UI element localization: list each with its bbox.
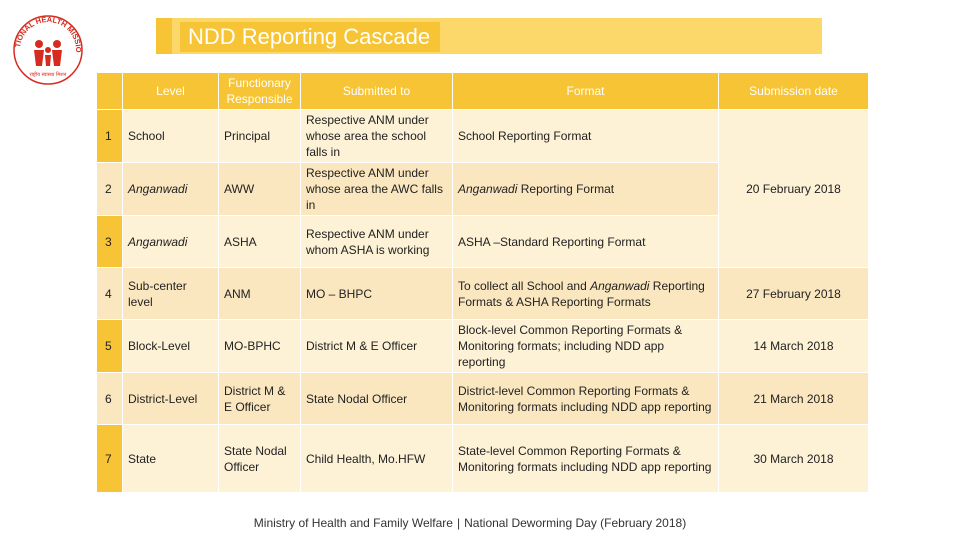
row-submitted-to: Child Health, Mo.HFW xyxy=(300,424,453,493)
row-level: Block-Level xyxy=(122,319,219,373)
row-format: Block-level Common Reporting Formats & M… xyxy=(452,319,719,373)
row-format: District-level Common Reporting Formats … xyxy=(452,372,719,425)
title-accent xyxy=(156,18,172,54)
row-submitted-to: Respective ANM under whose area the scho… xyxy=(300,109,453,163)
row-submitted-to: State Nodal Officer xyxy=(300,372,453,425)
row-functionary: ASHA xyxy=(218,215,301,268)
table-row: 3 Anganwadi ASHA Respective ANM under wh… xyxy=(96,215,869,268)
header-submitted-to: Submitted to xyxy=(300,72,453,110)
page-title: NDD Reporting Cascade xyxy=(180,22,441,52)
row-date-merged: 20 February 2018 xyxy=(718,109,869,268)
logo-subtext: राष्ट्रीय स्वास्थ्य मिशन xyxy=(30,71,67,78)
row-level: State xyxy=(122,424,219,493)
row-num: 1 xyxy=(96,109,123,163)
row-format: School Reporting Format xyxy=(452,109,719,163)
row-num: 6 xyxy=(96,372,123,425)
row-date: 21 March 2018 xyxy=(718,372,869,425)
row-functionary: District M & E Officer xyxy=(218,372,301,425)
row-level: Anganwadi xyxy=(122,162,219,216)
table-row: 1 School Principal Respective ANM under … xyxy=(96,109,869,268)
row-functionary: State Nodal Officer xyxy=(218,424,301,493)
row-functionary: ANM xyxy=(218,267,301,320)
table-header-row: Level Functionary Responsible Submitted … xyxy=(96,72,869,110)
row-level: Sub-center level xyxy=(122,267,219,320)
row-level: District-Level xyxy=(122,372,219,425)
row-num: 5 xyxy=(96,319,123,373)
row-format: State-level Common Reporting Formats & M… xyxy=(452,424,719,493)
row-submitted-to: MO – BHPC xyxy=(300,267,453,320)
row-functionary: AWW xyxy=(218,162,301,216)
footer-event: National Deworming Day (February 2018) xyxy=(464,516,687,530)
row-num: 2 xyxy=(96,162,123,216)
footer-ministry: Ministry of Health and Family Welfare xyxy=(253,516,453,530)
header-num xyxy=(96,72,123,110)
row-num: 3 xyxy=(96,215,123,268)
row-num: 7 xyxy=(96,424,123,493)
row-submitted-to: Respective ANM under whose area the AWC … xyxy=(300,162,453,216)
svg-text:NATIONAL HEALTH MISSION: NATIONAL HEALTH MISSION xyxy=(8,10,83,53)
row-functionary: MO-BPHC xyxy=(218,319,301,373)
row-level: School xyxy=(122,109,219,163)
footer: Ministry of Health and Family Welfare | Na… xyxy=(0,516,940,530)
header-level: Level xyxy=(122,72,219,110)
reporting-cascade-table: Level Functionary Responsible Submitted … xyxy=(96,72,869,493)
header-format: Format xyxy=(452,72,719,110)
table-row: 6 District-Level District M & E Officer … xyxy=(96,372,869,425)
row-date: 14 March 2018 xyxy=(718,319,869,373)
row-format: Anganwadi Reporting Format xyxy=(452,162,719,216)
row-num: 4 xyxy=(96,267,123,320)
header-submission-date: Submission date xyxy=(718,72,869,110)
row-format: ASHA –Standard Reporting Format xyxy=(452,215,719,268)
row-format: To collect all School and Anganwadi Repo… xyxy=(452,267,719,320)
logo-text: NATIONAL HEALTH MISSION xyxy=(8,10,83,53)
header-functionary: Functionary Responsible xyxy=(218,72,301,110)
table-row: 4 Sub-center level ANM MO – BHPC To coll… xyxy=(96,267,869,320)
row-functionary: Principal xyxy=(218,109,301,163)
nhm-logo-icon: NATIONAL HEALTH MISSION राष्ट्रीय स्वास्… xyxy=(8,10,83,85)
row-date: 30 March 2018 xyxy=(718,424,869,493)
row-date: 27 February 2018 xyxy=(718,267,869,320)
table-row: 5 Block-Level MO-BPHC District M & E Off… xyxy=(96,319,869,373)
row-level: Anganwadi xyxy=(122,215,219,268)
table-row: 7 State State Nodal Officer Child Health… xyxy=(96,424,869,493)
row-submitted-to: District M & E Officer xyxy=(300,319,453,373)
footer-separator: | xyxy=(456,516,461,530)
table-row: 2 Anganwadi AWW Respective ANM under who… xyxy=(96,162,869,216)
row-submitted-to: Respective ANM under whom ASHA is workin… xyxy=(300,215,453,268)
